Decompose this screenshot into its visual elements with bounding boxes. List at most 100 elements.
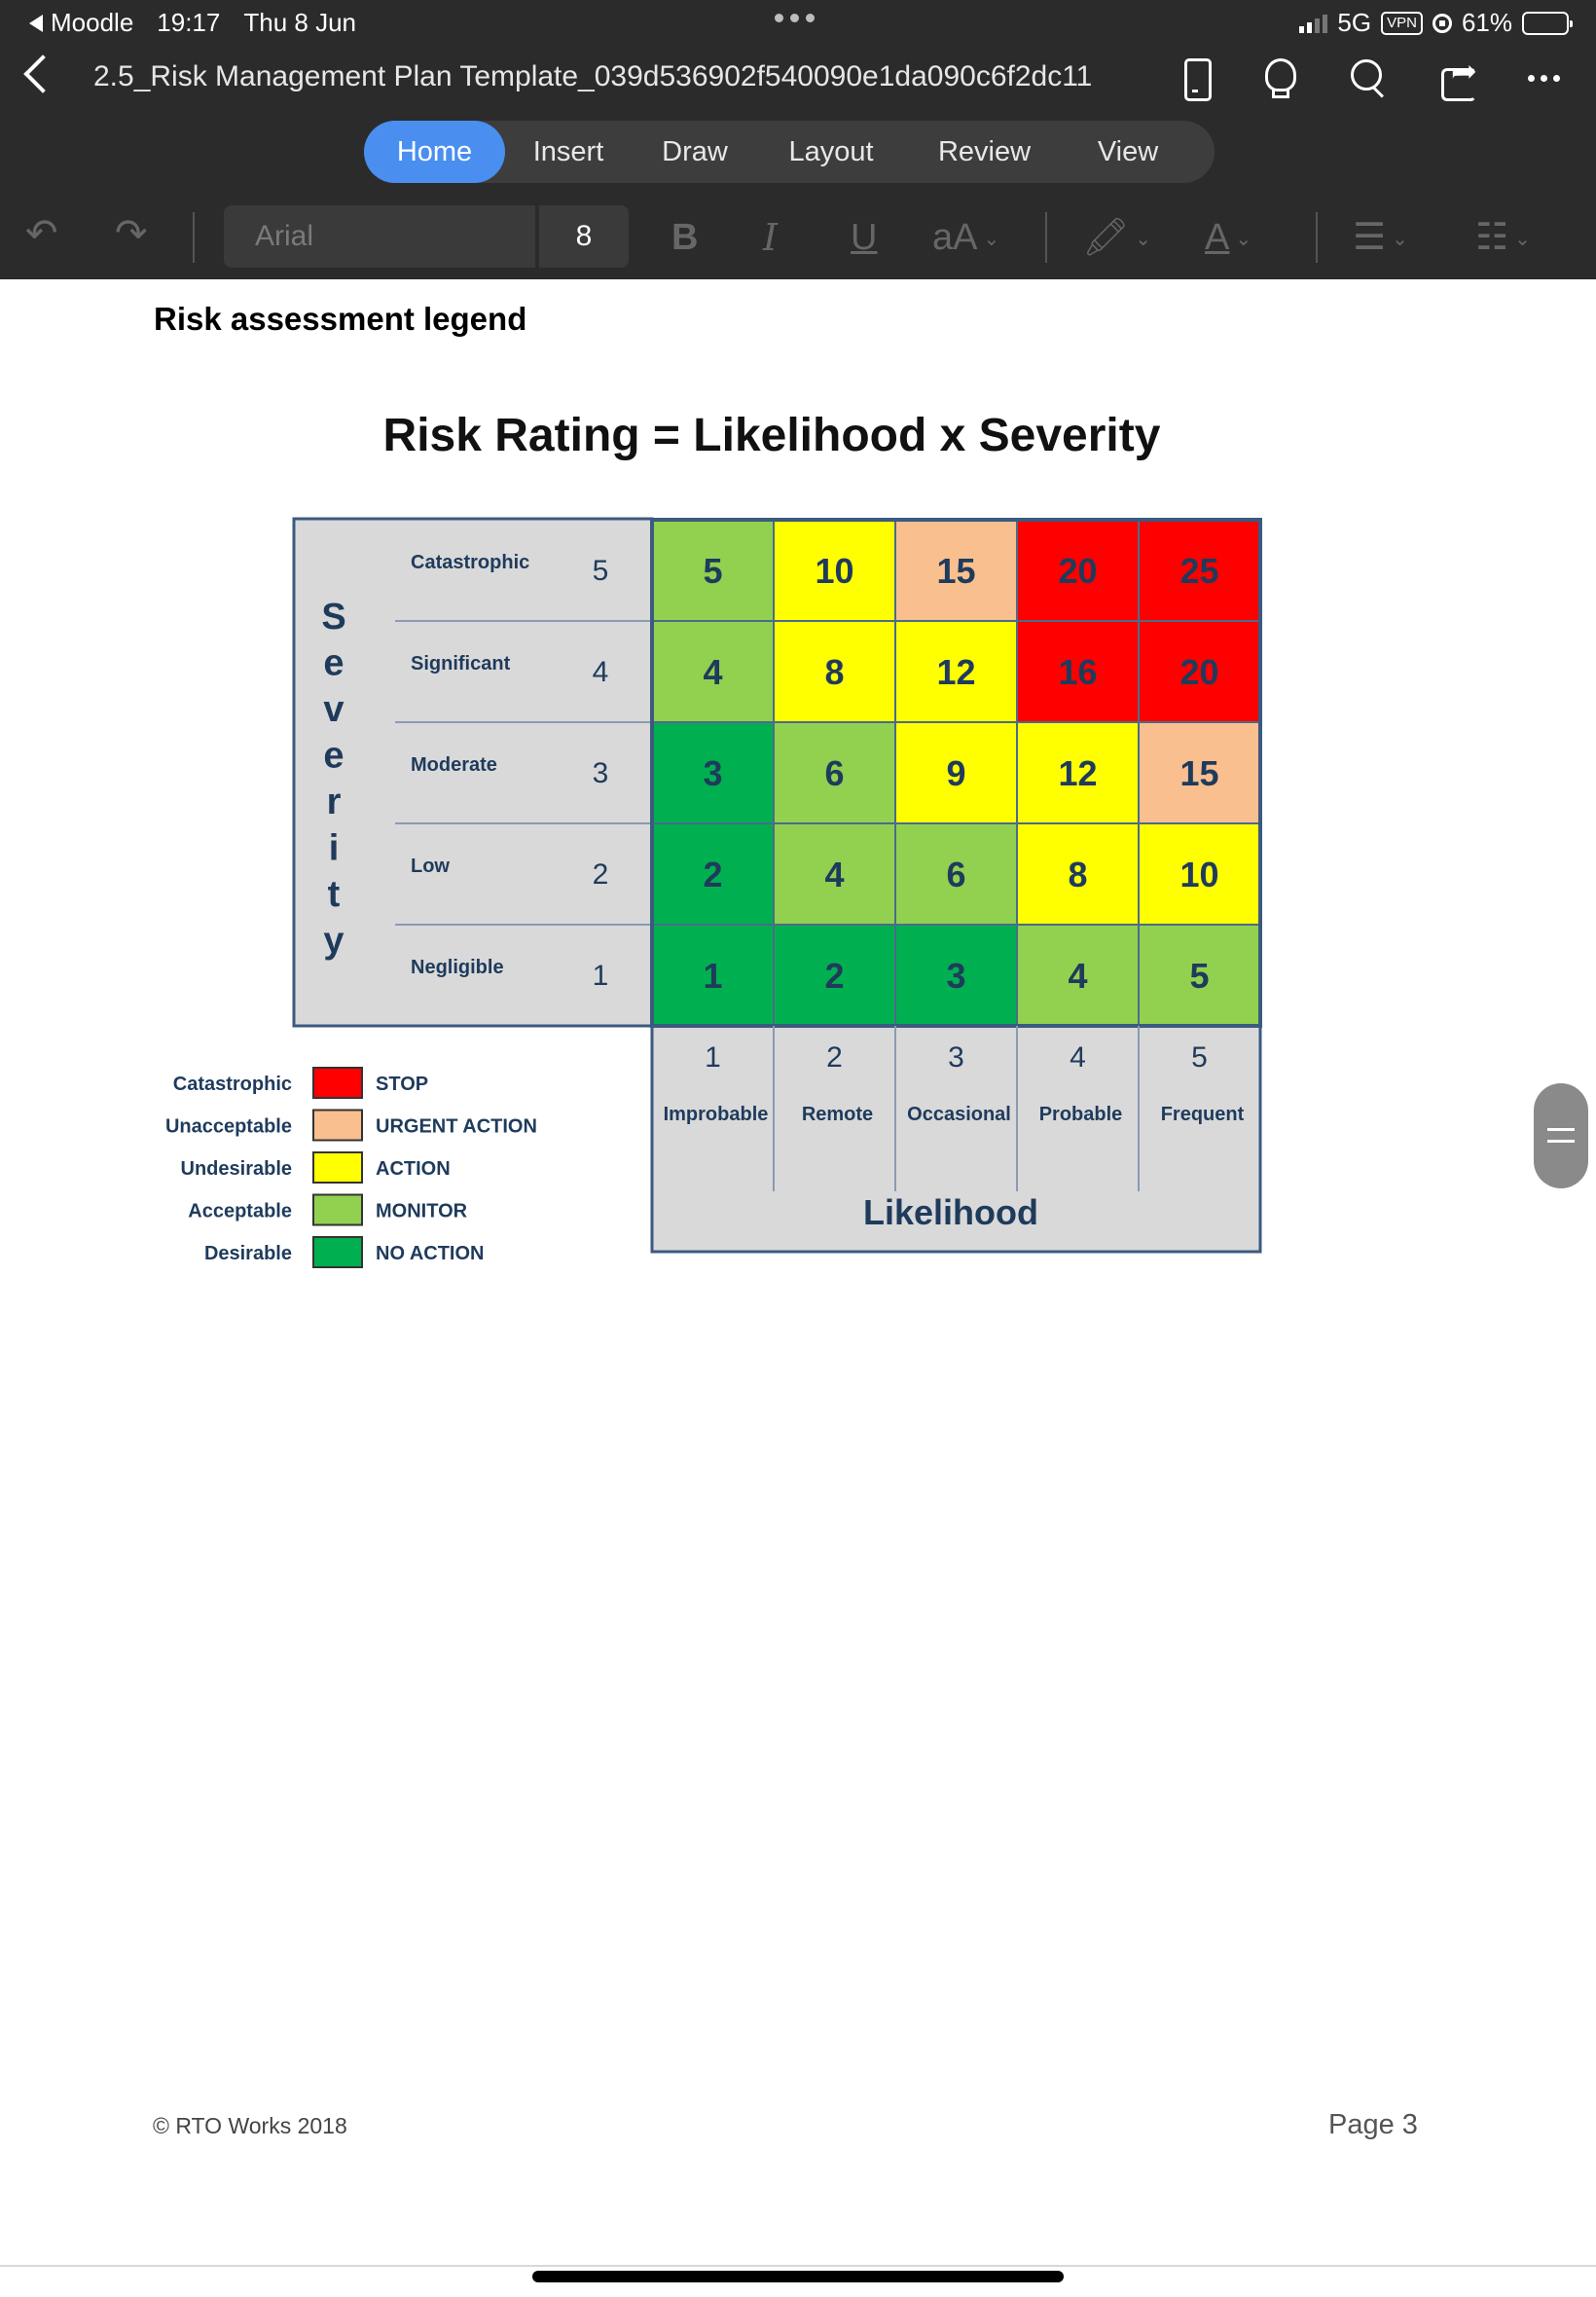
chevron-down-icon: ⌄ [1135,228,1152,250]
redo-icon[interactable]: ↷ [115,212,148,255]
risk-cell-value: 5 [703,551,722,591]
signal-icon [1299,14,1328,33]
likelihood-level-value: 2 [826,1041,843,1074]
legend-level-label: Unacceptable [165,1116,292,1138]
highlighter-button[interactable]: 🖍 ⌄ [1082,208,1151,267]
risk-cell [1016,822,1140,926]
bullet-list-icon: ☰ [1353,217,1387,258]
back-chevron-icon[interactable] [23,55,62,93]
risk-cell-value: 4 [1068,956,1087,996]
severity-axis-letter: i [329,828,340,869]
risk-matrix-chart: Risk Rating = Likelihood x Severity Seve… [165,410,1262,1268]
risk-cell-value: 16 [1058,652,1097,692]
tab-home[interactable]: Home [364,121,505,183]
severity-axis-letter: e [323,736,344,777]
legend-level-label: Undesirable [181,1158,292,1180]
risk-cell [894,519,1018,622]
font-name-field[interactable]: Arial [224,205,535,268]
network-label: 5G [1337,8,1372,37]
severity-level-label: Catastrophic [411,552,529,573]
legend-action-label: NO ACTION [376,1243,484,1264]
risk-cell [1016,721,1140,824]
font-color-button[interactable]: A ⌄ [1205,208,1251,267]
multitasking-dots-icon[interactable] [775,14,815,22]
risk-cell [1016,620,1140,723]
share-icon[interactable] [1437,53,1480,101]
back-app-label[interactable]: Moodle [51,8,134,37]
more-options-icon[interactable] [1528,56,1571,99]
risk-cell-value: 25 [1179,551,1218,591]
orientation-lock-icon [1432,13,1452,33]
tab-view[interactable]: View [1097,136,1159,167]
footer-page-number: Page 3 [1328,2109,1418,2140]
lightbulb-icon[interactable] [1257,56,1300,99]
risk-cell-value: 5 [1189,956,1209,996]
risk-cell-value: 8 [1068,855,1087,894]
likelihood-level-value: 4 [1070,1041,1086,1074]
likelihood-level-label: Probable [1039,1104,1123,1125]
legend-action-label: MONITOR [376,1201,468,1222]
legend-level-label: Desirable [204,1243,292,1264]
risk-cell [773,721,896,824]
risk-cell [651,721,775,824]
risk-cell [1138,721,1261,824]
legend-level-label: Catastrophic [173,1074,292,1095]
legend-action-label: URGENT ACTION [376,1116,537,1138]
severity-level-value: 4 [593,656,609,688]
tab-layout[interactable]: Layout [788,136,874,167]
document-page[interactable]: Risk assessment legend Risk Rating = Lik… [0,279,1596,2297]
battery-percent: 61% [1461,8,1512,37]
severity-axis-letter: t [328,874,341,915]
home-indicator[interactable] [532,2271,1064,2282]
risk-cell [773,519,896,622]
risk-cell-value: 3 [703,753,722,793]
risk-cell-value: 15 [1179,753,1218,793]
risk-cell [651,924,775,1027]
font-size-field[interactable]: 8 [539,205,629,268]
undo-icon[interactable]: ↶ [25,212,58,255]
mobile-view-icon[interactable] [1174,56,1216,101]
numbered-list-button[interactable]: ☷ ⌄ [1475,208,1531,267]
scroll-handle[interactable] [1534,1083,1588,1188]
underline-button[interactable]: U [851,217,878,258]
legend-swatch [312,1067,363,1099]
tab-review[interactable]: Review [937,136,1032,167]
severity-axis-letter: S [321,597,345,638]
highlighter-icon: 🖍 [1082,217,1130,258]
page-divider [0,2265,1596,2267]
status-bar: Moodle 19:17 Thu 8 Jun 5G VPN 61% [0,0,1596,47]
likelihood-level-value: 5 [1191,1041,1208,1074]
bullet-list-button[interactable]: ☰ ⌄ [1353,208,1408,267]
document-title[interactable]: 2.5_Risk Management Plan Template_039d53… [93,60,1093,92]
font-color-icon: A [1205,217,1230,258]
bold-button[interactable]: B [671,217,699,258]
chart-title: Risk Rating = Likelihood x Severity [383,410,1161,461]
format-toolbar: ↶ ↷ Arial 8 B I U aA ⌄ 🖍 ⌄ A ⌄ ☰ ⌄ ☷ ⌄ [0,199,1596,276]
tab-insert[interactable]: Insert [532,136,604,167]
text-size-button[interactable]: aA ⌄ [932,208,999,267]
toolbar-divider [1045,212,1047,263]
risk-cell-value: 6 [946,855,965,894]
numbered-list-icon: ☷ [1475,217,1509,258]
tab-draw[interactable]: Draw [662,136,728,167]
back-to-app-icon[interactable] [29,14,43,32]
severity-panel [292,517,654,1028]
risk-cell-value: 4 [703,652,722,692]
risk-cell-value: 2 [824,956,844,996]
likelihood-level-label: Remote [802,1104,873,1125]
risk-cell [773,822,896,926]
severity-level-value: 5 [593,555,609,587]
likelihood-level-label: Improbable [664,1104,769,1125]
chevron-down-icon: ⌄ [1514,228,1531,250]
risk-cell-value: 20 [1179,652,1218,692]
risk-cell-value: 4 [824,855,844,894]
italic-button[interactable]: I [763,216,779,259]
severity-level-value: 2 [593,858,609,891]
severity-level-value: 3 [593,757,609,789]
status-right: 5G VPN 61% [1299,8,1573,38]
search-icon[interactable] [1347,56,1390,99]
title-bar: 2.5_Risk Management Plan Template_039d53… [0,51,1596,105]
chevron-down-icon: ⌄ [983,228,1000,250]
risk-cell-value: 10 [815,551,853,591]
